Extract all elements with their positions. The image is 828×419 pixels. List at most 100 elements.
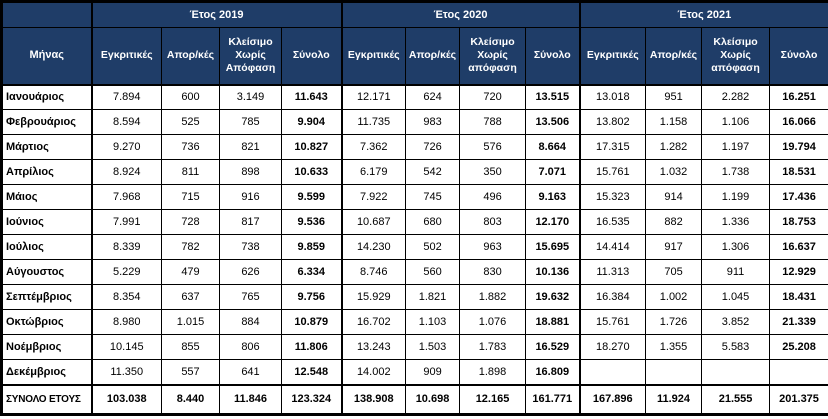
value-cell: 14.230 [340,234,407,260]
value-cell: 1.503 [405,334,461,360]
value-cell: 479 [161,259,220,285]
value-cell: 3.149 [219,84,282,110]
value-cell: 18.431 [769,284,828,310]
value-cell: 1.355 [645,334,703,360]
value-cell: 1.199 [701,184,771,210]
value-cell: 7.968 [90,184,162,210]
value-cell: 817 [219,209,282,235]
value-cell: 1.821 [405,284,461,310]
value-cell: 963 [459,234,527,260]
value-cell: 14.414 [578,234,647,260]
value-cell: 1.282 [645,134,703,160]
value-cell: 1.103 [405,309,461,335]
table-row: Δεκέμβριος 11.350 557 641 12.548 14.002 909 1.8… [1,359,828,385]
value-cell: 8.980 [90,309,162,335]
value-cell: 21.339 [769,309,828,335]
value-cell: 7.991 [90,209,162,235]
value-cell: 11.735 [340,109,407,135]
value-cell: 726 [405,134,461,160]
total-value-cell: 138.908 [340,383,407,415]
value-cell: 1.032 [645,159,703,185]
value-cell: 855 [161,334,220,360]
value-cell: 10.827 [280,134,343,160]
value-cell: 19.632 [525,284,581,310]
value-cell [645,359,703,385]
value-cell: 811 [161,159,220,185]
value-cell: 16.251 [769,84,828,110]
value-cell: 1.738 [701,159,771,185]
value-cell: 9.599 [280,184,343,210]
value-cell: 1.882 [459,284,527,310]
col-header-closed-2019: Κλείσιμο Χωρίς Απόφαση [219,27,282,86]
year-header-2019: Έτος 2019 [90,1,343,28]
value-cell: 13.515 [525,84,581,110]
value-cell: 1.336 [701,209,771,235]
value-cell: 350 [459,159,527,185]
col-header-approved-2019: Εγκριτικές [90,27,162,86]
value-cell: 806 [219,334,282,360]
value-cell: 8.746 [340,259,407,285]
value-cell: 9.163 [525,184,581,210]
value-cell [769,359,828,385]
value-cell: 10.687 [340,209,407,235]
value-cell: 1.158 [645,109,703,135]
value-cell: 830 [459,259,527,285]
value-cell: 11.313 [578,259,647,285]
value-cell: 11.643 [280,84,343,110]
month-cell: Απρίλιος [1,159,92,185]
value-cell: 705 [645,259,703,285]
value-cell: 17.436 [769,184,828,210]
value-cell: 5.583 [701,334,771,360]
value-cell: 626 [219,259,282,285]
total-value-cell: 11.924 [645,383,703,415]
value-cell: 911 [701,259,771,285]
value-cell: 16.702 [340,309,407,335]
value-cell: 18.270 [578,334,647,360]
col-header-approved-2020: Εγκριτικές [340,27,407,86]
table-row: Φεβρουάριος 8.594 525 785 9.904 11.735 983 788 1… [1,109,828,135]
value-cell: 1.002 [645,284,703,310]
total-value-cell: 10.698 [405,383,461,415]
corner-cell [1,1,92,28]
value-cell: 916 [219,184,282,210]
value-cell: 1.106 [701,109,771,135]
value-cell: 10.633 [280,159,343,185]
value-cell: 720 [459,84,527,110]
col-header-closed-2021: Κλείσιμο Χωρίς απόφαση [701,27,771,86]
table-header: Έτος 2019 Έτος 2020 Έτος 2021 Μήνας Εγκρ… [1,1,828,86]
table-row: Σεπτέμβριος 8.354 637 765 9.756 15.929 1.821 1.… [1,284,828,310]
table-row: Ιανουάριος 7.894 600 3.149 11.643 12.171 624 72… [1,84,828,110]
value-cell: 9.270 [90,134,162,160]
value-cell: 19.794 [769,134,828,160]
total-value-cell: 161.771 [525,383,581,415]
month-cell: Δεκέμβριος [1,359,92,385]
col-header-approved-2021: Εγκριτικές [578,27,647,86]
value-cell: 2.282 [701,84,771,110]
value-cell: 1.306 [701,234,771,260]
value-cell: 576 [459,134,527,160]
value-cell: 10.136 [525,259,581,285]
total-value-cell: 167.896 [578,383,647,415]
value-cell: 951 [645,84,703,110]
value-cell: 12.171 [340,84,407,110]
value-cell: 13.802 [578,109,647,135]
value-cell: 637 [161,284,220,310]
column-header-row: Μήνας Εγκριτικές Απορ/κές Κλείσιμο Χωρίς… [1,27,828,86]
value-cell: 16.066 [769,109,828,135]
value-cell: 641 [219,359,282,385]
value-cell: 736 [161,134,220,160]
total-value-cell: 123.324 [280,383,343,415]
table-row: Οκτώβριος 8.980 1.015 884 10.879 16.702 1.103 1… [1,309,828,335]
year-header-row: Έτος 2019 Έτος 2020 Έτος 2021 [1,1,828,28]
value-cell: 13.506 [525,109,581,135]
value-cell: 18.531 [769,159,828,185]
value-cell: 8.354 [90,284,162,310]
col-header-total-2019: Σύνολο [280,27,343,86]
value-cell: 738 [219,234,282,260]
value-cell: 13.018 [578,84,647,110]
col-header-rejected-2020: Απορ/κές [405,27,461,86]
value-cell: 10.879 [280,309,343,335]
value-cell: 18.881 [525,309,581,335]
value-cell: 12.929 [769,259,828,285]
